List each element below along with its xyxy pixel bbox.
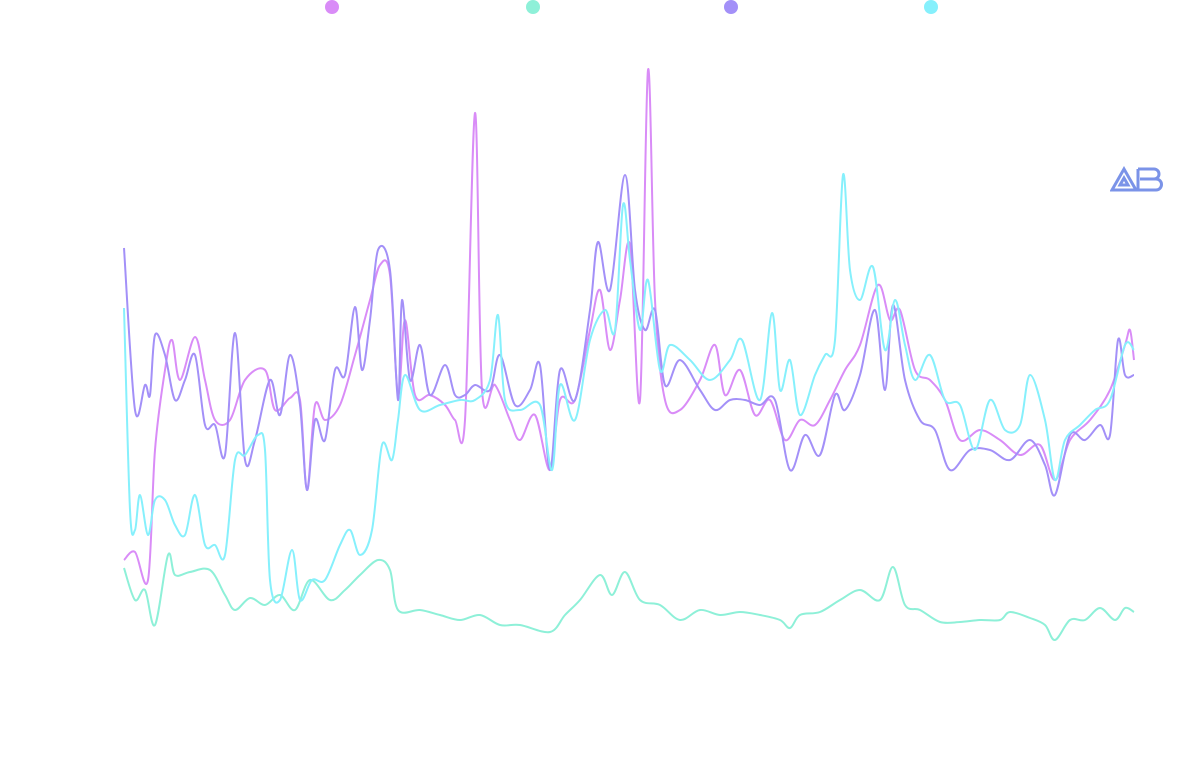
series-line-2 [123,552,1135,641]
series-line-3 [123,174,1135,497]
legend-marker [325,0,339,14]
watermark-logo [1110,166,1163,192]
legend-item-1[interactable] [325,0,345,14]
legend [0,0,1186,16]
series-line-1 [123,68,1135,585]
legend-marker [526,0,540,14]
legend-item-3[interactable] [724,0,744,14]
legend-marker [924,0,938,14]
series-line-4 [123,173,1135,604]
legend-item-4[interactable] [924,0,944,14]
legend-marker [724,0,738,14]
legend-item-2[interactable] [526,0,546,14]
